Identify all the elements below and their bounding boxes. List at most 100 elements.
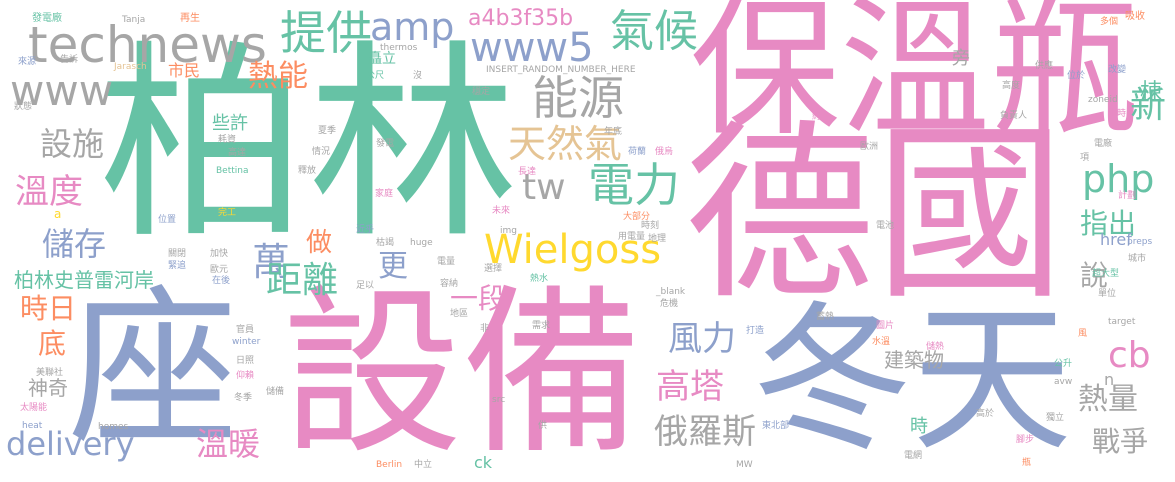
word-cloud-word: 圖片 bbox=[876, 321, 895, 331]
word-cloud-word: 年底 bbox=[604, 127, 623, 137]
word-cloud-word: 位於 bbox=[1067, 71, 1086, 81]
word-cloud-word: Bettina bbox=[216, 166, 249, 176]
word-cloud-word: winter bbox=[232, 337, 261, 347]
word-cloud-word: 高度 bbox=[1002, 81, 1021, 91]
word-cloud-word: 棟 bbox=[1140, 80, 1163, 105]
word-cloud-word: 沒 bbox=[413, 71, 423, 81]
word-cloud-word: thermos bbox=[380, 43, 418, 53]
word-cloud-word: 危機 bbox=[660, 299, 679, 309]
word-cloud-word: a4b3f35b bbox=[468, 6, 574, 31]
word-cloud-word: php bbox=[1082, 157, 1155, 201]
word-cloud-word: 風力 bbox=[668, 319, 736, 359]
word-cloud-word: Tanja bbox=[122, 15, 146, 25]
word-cloud-word: 小時 bbox=[1108, 109, 1127, 119]
word-cloud-word: 一段 bbox=[450, 282, 507, 315]
word-cloud-word: 發電 bbox=[376, 139, 395, 149]
word-cloud-word: preps bbox=[1127, 237, 1153, 247]
word-cloud-word: 近乎 bbox=[356, 225, 375, 235]
word-cloud-word: 高於 bbox=[976, 409, 995, 419]
word-cloud-word: heat bbox=[22, 421, 43, 431]
word-cloud-word: 距離 bbox=[266, 260, 339, 301]
word-cloud-word: 項 bbox=[1080, 153, 1090, 163]
word-cloud-word: src bbox=[492, 395, 506, 405]
word-cloud-word: 設備 bbox=[282, 270, 643, 479]
word-cloud-word: huge bbox=[410, 238, 433, 248]
word-cloud-word: 時 bbox=[910, 416, 928, 437]
word-cloud-word: 矗立 bbox=[368, 51, 396, 67]
word-cloud-word: 選擇 bbox=[484, 264, 503, 274]
word-cloud-word: 位置 bbox=[158, 215, 177, 225]
word-cloud-word: 公升 bbox=[1054, 359, 1073, 369]
word-cloud-word: 時刻 bbox=[641, 221, 660, 231]
word-cloud-word: 儲備 bbox=[266, 387, 285, 397]
word-cloud-word: 新 bbox=[1130, 85, 1167, 126]
word-cloud-word: 歐洲 bbox=[860, 142, 879, 152]
word-cloud-word: 冬季 bbox=[234, 393, 253, 403]
word-cloud-word: 指出 bbox=[1080, 207, 1137, 240]
word-cloud-word: 用電量 bbox=[618, 232, 646, 242]
word-cloud-word: 官員 bbox=[236, 325, 255, 335]
word-cloud-word: 電廠 bbox=[1094, 139, 1113, 149]
word-cloud-word: 熱能 bbox=[248, 59, 308, 94]
word-cloud-word: avw bbox=[1054, 377, 1073, 387]
word-cloud-word: 些許 bbox=[212, 113, 248, 134]
word-cloud-word: 保溫瓶 bbox=[690, 0, 1141, 157]
word-cloud-word: 溫度 bbox=[15, 172, 83, 212]
word-cloud-word: 腳步 bbox=[1016, 435, 1035, 445]
word-cloud-word: 獨立 bbox=[1046, 413, 1065, 423]
word-cloud-word: 非 bbox=[480, 324, 490, 334]
word-cloud-word: 建築物 bbox=[884, 348, 944, 372]
word-cloud-word: 柏林 bbox=[98, 22, 519, 267]
word-cloud-word: 荷蘭 bbox=[628, 147, 647, 157]
word-cloud-word: Berlin bbox=[376, 460, 403, 470]
word-cloud-word: ck bbox=[474, 453, 493, 472]
word-cloud-word: 電量 bbox=[437, 257, 456, 267]
word-cloud-word: 多個 bbox=[1100, 17, 1119, 27]
word-cloud-word: 打造 bbox=[746, 326, 765, 336]
word-cloud-word: 更 bbox=[378, 249, 408, 284]
word-cloud-word: 德國 bbox=[685, 104, 1066, 325]
word-cloud-word: 家庭 bbox=[375, 189, 394, 199]
word-cloud-word: 熱量 bbox=[1078, 382, 1138, 417]
word-cloud-word: 歐元 bbox=[210, 265, 229, 275]
word-cloud-word: 說 bbox=[1080, 259, 1109, 292]
word-cloud-word: 約 bbox=[812, 112, 822, 122]
word-cloud-word: 俄烏 bbox=[655, 147, 674, 157]
word-cloud-word: 柏林史普雷河岸 bbox=[14, 268, 154, 292]
word-cloud-word: 地區 bbox=[450, 309, 469, 319]
word-cloud-word: 氣候 bbox=[610, 6, 698, 57]
word-cloud-word: 熱水 bbox=[530, 274, 549, 284]
word-cloud-word: 穩定 bbox=[472, 87, 491, 97]
word-cloud-word: 底 bbox=[38, 327, 67, 360]
word-cloud-word: target bbox=[1108, 317, 1136, 327]
word-cloud-word: www bbox=[10, 66, 114, 115]
word-cloud-word: 中立 bbox=[414, 460, 433, 470]
word-cloud-word: 關閉 bbox=[168, 249, 187, 259]
word-cloud-word: 發電廠 bbox=[32, 13, 62, 24]
word-cloud-word: 供應 bbox=[1035, 61, 1054, 71]
word-cloud-word: 能源 bbox=[532, 71, 624, 125]
word-cloud-word: 狀態 bbox=[14, 102, 33, 112]
word-cloud-word: 告訴 bbox=[60, 55, 79, 65]
word-cloud-word: 吸收 bbox=[1125, 11, 1145, 22]
word-cloud-word: img bbox=[500, 226, 517, 236]
word-cloud-word: 溫暖 bbox=[196, 425, 261, 463]
word-cloud-word: homes bbox=[98, 422, 129, 432]
word-cloud-word: 耗資 bbox=[218, 135, 237, 145]
word-cloud-word: zoneid bbox=[1088, 95, 1118, 105]
word-cloud-word: 枯竭 bbox=[376, 238, 395, 248]
word-cloud-word: 容納 bbox=[440, 279, 459, 289]
word-cloud-word: 長達 bbox=[518, 167, 537, 177]
word-cloud-word: 情況 bbox=[312, 147, 331, 157]
word-cloud-word: 計劃 bbox=[1118, 191, 1137, 201]
word-cloud-word: 日照 bbox=[236, 356, 255, 366]
word-cloud-word: 夏季 bbox=[318, 126, 337, 136]
word-cloud-word: 時日 bbox=[20, 292, 77, 325]
word-cloud-word: 水溫 bbox=[872, 337, 891, 347]
word-cloud-word: 萬 bbox=[252, 240, 291, 284]
word-cloud-word: www5 bbox=[470, 25, 594, 71]
word-cloud-word: a bbox=[54, 207, 62, 221]
word-cloud-word: 太陽能 bbox=[20, 403, 48, 413]
word-cloud-word: 仰賴 bbox=[236, 371, 255, 381]
